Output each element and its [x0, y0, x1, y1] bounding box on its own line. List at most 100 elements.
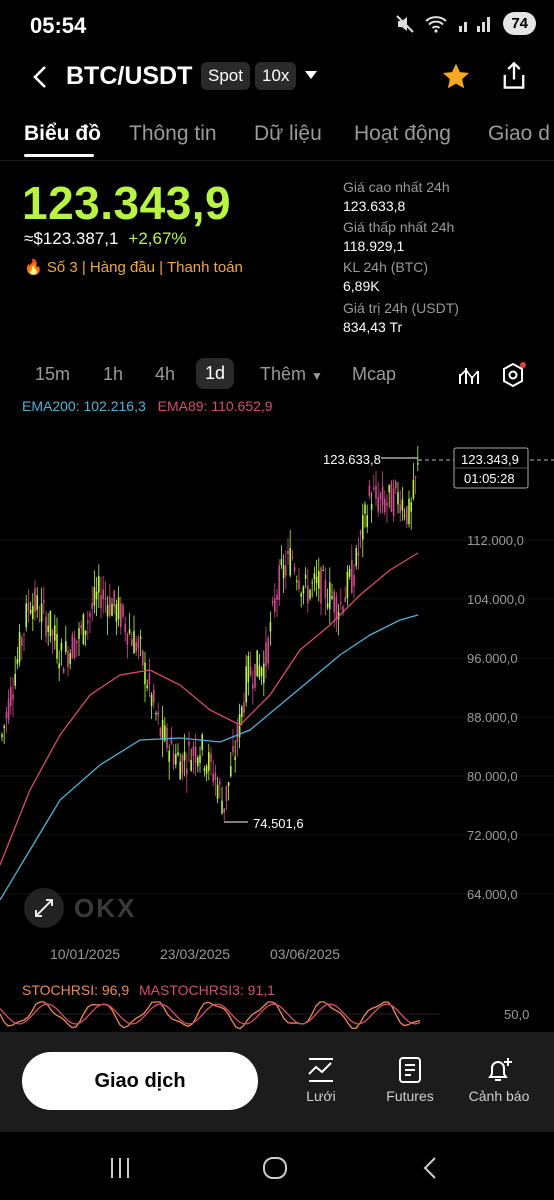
wifi-icon — [425, 15, 447, 33]
tab-chart[interactable]: Biểu đồ — [24, 122, 101, 145]
candle-body — [47, 625, 49, 633]
grid-chart-icon — [308, 1058, 333, 1082]
stat-volume-value: 6,89K — [343, 278, 380, 294]
candle-body — [104, 597, 107, 600]
price-chart[interactable]: 112.000,0 104.000,0 96.000,0 88.000,0 80.000… — [0, 420, 554, 940]
candle-body — [289, 547, 291, 576]
ranking-tags[interactable]: 🔥 Số 3 | Hàng đầu | Thanh toán — [24, 259, 243, 276]
ema-legend: EMA200: 102.216,3 EMA89: 110.652,9 — [22, 398, 273, 414]
candle-body — [201, 734, 203, 750]
battery-indicator: 74 — [503, 12, 536, 35]
timeframe-1h[interactable]: 1h — [103, 364, 124, 384]
pair-dropdown-icon[interactable] — [304, 69, 318, 81]
tab-activity[interactable]: Hoạt động — [354, 122, 451, 145]
candle-body — [188, 741, 190, 746]
x-tick-1: 10/01/2025 — [50, 946, 121, 962]
ema89-label: EMA89: 110.652,9 — [157, 398, 273, 414]
timeframe-4h[interactable]: 4h — [155, 364, 176, 384]
candle-body — [373, 487, 375, 489]
market-type-badge: Spot — [201, 62, 250, 90]
candle-body — [287, 550, 289, 555]
tab-trade[interactable]: Giao d — [488, 122, 550, 145]
candle-body — [172, 753, 175, 765]
candle-body — [51, 630, 54, 636]
candle-body — [313, 573, 316, 580]
candle-body — [260, 667, 263, 676]
candle-body — [175, 754, 177, 765]
candle-body — [223, 808, 225, 813]
candle-body — [399, 504, 401, 513]
candle-body — [243, 702, 245, 713]
candle-body — [247, 656, 250, 683]
candle-body — [164, 725, 166, 741]
candle-body — [190, 760, 192, 771]
candle-body — [93, 586, 96, 606]
candle-body — [21, 637, 23, 646]
pair-title[interactable]: BTC/USDT — [66, 62, 193, 90]
candle-body — [236, 725, 239, 743]
timeframe-1d[interactable]: 1d — [196, 358, 235, 389]
favorite-star-icon[interactable] — [440, 61, 472, 93]
candle-body — [168, 750, 170, 762]
stoch-level-label: 50,0 — [504, 1007, 529, 1022]
candle-body — [366, 515, 368, 528]
candle-body — [302, 586, 305, 594]
chart-settings-icon[interactable] — [500, 362, 526, 388]
candle-body — [117, 597, 120, 620]
candle-body — [401, 499, 404, 511]
trade-button[interactable]: Giao dịch — [22, 1052, 258, 1110]
grid-bot-button[interactable]: Lưới — [281, 1056, 361, 1104]
tab-info[interactable]: Thông tin — [129, 122, 217, 145]
candle-body — [100, 594, 102, 609]
candle-body — [232, 746, 234, 753]
signal-icon — [459, 16, 491, 32]
candle-body — [337, 611, 340, 619]
candle-body — [324, 579, 327, 599]
candle-body — [65, 641, 67, 652]
candle-body — [304, 574, 307, 579]
stat-low-label: Giá thấp nhất 24h — [343, 219, 455, 235]
timeframe-more[interactable]: Thêm ▼ — [260, 364, 323, 385]
home-icon[interactable] — [262, 1156, 288, 1180]
timeframe-15m[interactable]: 15m — [35, 364, 71, 384]
share-icon[interactable] — [500, 61, 528, 91]
futures-button[interactable]: Futures — [370, 1056, 450, 1104]
candle-body — [157, 712, 159, 716]
candle-body — [3, 725, 5, 728]
candle-body — [315, 576, 318, 584]
back-arrow-icon[interactable] — [30, 64, 50, 90]
candle-body — [126, 633, 129, 645]
candle-countdown: 01:05:28 — [464, 471, 515, 486]
candle-body — [276, 594, 278, 600]
candle-body — [375, 485, 377, 499]
candle-body — [80, 625, 82, 629]
stat-low-value: 118.929,1 — [343, 238, 405, 254]
back-nav-icon[interactable] — [420, 1156, 440, 1180]
candle-body — [282, 564, 285, 579]
candle-body — [36, 595, 38, 611]
alert-button[interactable]: Cảnh báo — [459, 1056, 539, 1104]
candle-body — [388, 485, 390, 493]
tab-data[interactable]: Dữ liệu — [254, 122, 322, 145]
system-navigation — [0, 1132, 554, 1200]
stochrsi-line — [0, 1001, 421, 1030]
timeframe-mcap[interactable]: Mcap — [352, 364, 397, 384]
ema200-line — [0, 614, 419, 901]
candle-body — [153, 689, 155, 703]
x-tick-3: 03/06/2025 — [270, 946, 341, 962]
candle-body — [254, 664, 256, 688]
recent-apps-icon[interactable] — [108, 1156, 132, 1180]
candle-body — [249, 666, 252, 676]
candle-body — [384, 498, 386, 513]
candle-body — [291, 557, 294, 559]
candle-body — [346, 571, 349, 599]
candle-body — [410, 502, 412, 512]
indicators-icon[interactable] — [458, 364, 480, 386]
candle-body — [263, 663, 265, 684]
active-tab-indicator — [24, 154, 94, 157]
candle-body — [32, 605, 34, 620]
candle-body — [170, 736, 173, 745]
bell-plus-icon — [488, 1058, 512, 1081]
candle-body — [78, 628, 80, 639]
candle-body — [252, 684, 254, 689]
